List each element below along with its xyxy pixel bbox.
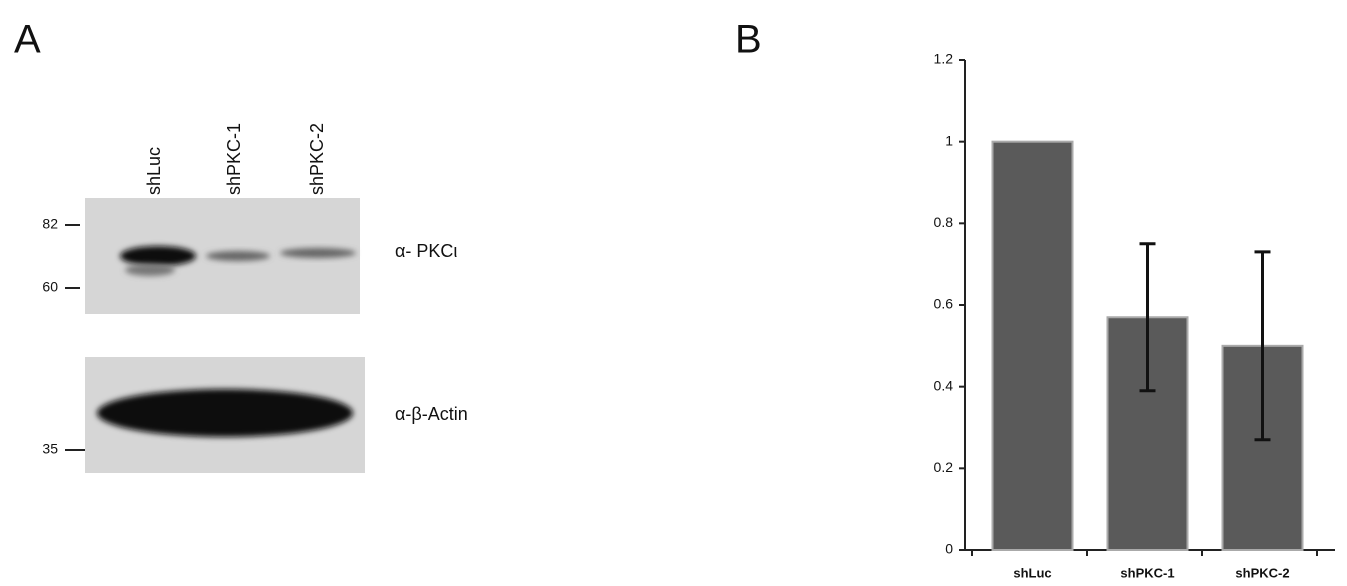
y-tick-label: 0.6 [934, 296, 954, 312]
band [125, 264, 175, 276]
blot-label: α-β-Actin [395, 404, 468, 424]
lane-label: shPKC-1 [224, 123, 244, 195]
y-tick-label: 1.2 [934, 51, 954, 67]
figure: A B 82 60 35 α- PKCι α-β-Actin shLuc shP… [0, 0, 1347, 586]
lane-label: shLuc [144, 147, 164, 195]
x-tick-label: shPKC-2 [1235, 565, 1289, 580]
marker-label: 82 [42, 216, 58, 232]
bar [993, 142, 1073, 550]
band [97, 389, 353, 437]
y-tick-label: 1 [945, 132, 953, 148]
x-tick-label: shPKC-1 [1120, 565, 1174, 580]
y-tick-label: 0.8 [934, 214, 954, 230]
x-tick-label: shLuc [1013, 565, 1051, 580]
band [280, 248, 356, 258]
page: A B 82 60 35 α- PKCι α-β-Actin shLuc shP… [0, 0, 1347, 586]
y-tick-label: 0.2 [934, 459, 954, 475]
y-tick-label: 0 [945, 541, 953, 557]
band [206, 251, 270, 261]
panel-letter: B [735, 18, 762, 62]
blot-label: α- PKCι [395, 241, 457, 261]
marker-label: 60 [42, 279, 58, 295]
marker-label: 35 [42, 441, 58, 457]
y-tick-label: 0.4 [934, 377, 954, 393]
panel-letter: A [14, 18, 41, 62]
lane-label: shPKC-2 [307, 123, 327, 195]
band [120, 246, 196, 266]
